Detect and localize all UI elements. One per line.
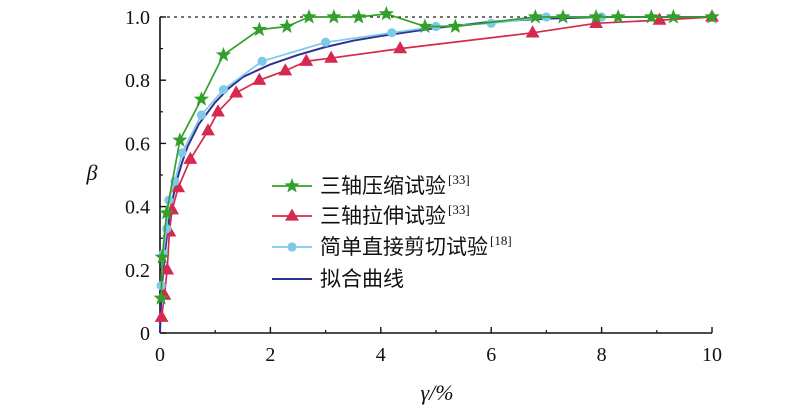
series-triangle	[154, 9, 719, 322]
legend: 三轴压缩试验 [33]三轴拉伸试验 [33]简单直接剪切试验 [18]拟合曲线	[272, 172, 512, 291]
triangle-marker	[201, 123, 215, 136]
star-marker	[153, 290, 169, 305]
legend-reference: [33]	[448, 172, 470, 187]
triangle-marker	[160, 262, 175, 275]
circle-marker	[321, 37, 331, 47]
triangle-marker	[324, 50, 339, 63]
star-marker	[251, 21, 267, 37]
circle-marker	[196, 110, 206, 120]
x-tick-label: 2	[265, 344, 275, 366]
circle-marker	[257, 56, 267, 66]
circle-marker	[177, 148, 187, 158]
star-marker	[447, 18, 463, 33]
star-marker	[378, 5, 394, 21]
axis-ticks: 0 2 4 6 8 10 0 0.2 0.4 0.6 0.8 1.0	[125, 7, 722, 366]
legend-reference: [33]	[448, 202, 470, 217]
triangle-marker	[278, 63, 293, 76]
y-tick-label: 0.8	[125, 70, 150, 92]
star-marker	[279, 18, 295, 33]
legend-item: 简单直接剪切试验 [18]	[272, 233, 512, 259]
legend-label: 三轴拉伸试验	[320, 204, 446, 228]
triangle-marker	[589, 15, 603, 28]
star-marker	[154, 249, 170, 264]
star-marker	[351, 9, 367, 24]
star-marker	[215, 46, 232, 62]
triangle-marker	[211, 104, 225, 117]
triangle-marker	[393, 41, 408, 54]
circle-marker	[486, 18, 496, 28]
star-marker	[159, 204, 175, 220]
triangle-marker	[252, 72, 267, 85]
x-tick-label: 10	[702, 344, 722, 366]
star-marker	[665, 9, 681, 24]
y-tick-label: 0.2	[125, 260, 150, 282]
triangle-marker	[285, 208, 299, 221]
y-tick-label: 1.0	[125, 7, 150, 29]
star-marker	[527, 9, 543, 24]
star-marker	[588, 9, 604, 24]
triangle-marker	[299, 53, 314, 66]
star-marker	[643, 9, 659, 24]
circle-marker	[387, 28, 397, 38]
triangle-marker	[183, 151, 198, 164]
triangle-marker	[154, 309, 169, 322]
star-marker	[326, 9, 342, 24]
triangle-marker	[652, 12, 667, 25]
star-marker	[172, 132, 188, 147]
star-marker	[417, 18, 433, 33]
star-marker	[610, 9, 626, 24]
y-tick-label: 0.6	[125, 133, 150, 155]
y-tick-label: 0	[140, 323, 150, 345]
star-marker	[193, 91, 210, 106]
triangle-marker	[171, 180, 186, 193]
triangle-marker	[525, 25, 540, 38]
circle-marker	[162, 224, 172, 234]
series-star	[153, 5, 720, 305]
triangle-marker	[229, 85, 244, 98]
star-marker	[284, 178, 300, 193]
y-axis-title: β	[86, 160, 98, 185]
x-axis-title: γ/%	[420, 380, 453, 405]
legend-item: 三轴拉伸试验 [33]	[272, 202, 470, 228]
star-marker	[555, 9, 571, 24]
series-line	[160, 16, 713, 318]
circle-marker	[218, 85, 229, 95]
x-tick-label: 0	[155, 344, 165, 366]
star-marker	[301, 9, 317, 24]
x-tick-label: 8	[597, 344, 607, 366]
legend-reference: [18]	[490, 233, 512, 248]
series-layer	[153, 5, 720, 334]
legend-label: 拟合曲线	[320, 267, 404, 291]
x-tick-label: 6	[486, 344, 496, 366]
star-marker	[704, 9, 720, 24]
legend-label: 三轴压缩试验	[320, 174, 446, 198]
legend-item: 拟合曲线	[272, 267, 404, 291]
x-tick-label: 4	[376, 344, 386, 366]
legend-label: 简单直接剪切试验	[320, 235, 488, 259]
circle-marker	[287, 242, 297, 252]
legend-item: 三轴压缩试验 [33]	[272, 172, 470, 198]
y-tick-label: 0.4	[125, 197, 150, 219]
